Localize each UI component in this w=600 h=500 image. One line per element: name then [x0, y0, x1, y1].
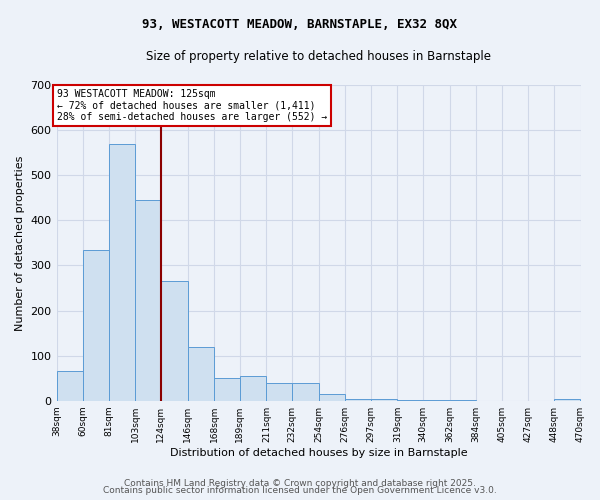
- Bar: [319, 394, 345, 400]
- Bar: [161, 281, 188, 400]
- Title: Size of property relative to detached houses in Barnstaple: Size of property relative to detached ho…: [146, 50, 491, 63]
- Y-axis label: Number of detached properties: Number of detached properties: [15, 155, 25, 330]
- Bar: [239, 376, 266, 400]
- Bar: [266, 382, 292, 400]
- Bar: [56, 372, 83, 400]
- Bar: [188, 346, 214, 401]
- Bar: [214, 378, 239, 400]
- X-axis label: Distribution of detached houses by size in Barnstaple: Distribution of detached houses by size …: [170, 448, 467, 458]
- Text: 93, WESTACOTT MEADOW, BARNSTAPLE, EX32 8QX: 93, WESTACOTT MEADOW, BARNSTAPLE, EX32 8…: [143, 18, 458, 30]
- Text: 93 WESTACOTT MEADOW: 125sqm
← 72% of detached houses are smaller (1,411)
28% of : 93 WESTACOTT MEADOW: 125sqm ← 72% of det…: [57, 88, 328, 122]
- Bar: [136, 200, 161, 400]
- Bar: [292, 382, 319, 400]
- Text: Contains HM Land Registry data © Crown copyright and database right 2025.: Contains HM Land Registry data © Crown c…: [124, 478, 476, 488]
- Text: Contains public sector information licensed under the Open Government Licence v3: Contains public sector information licen…: [103, 486, 497, 495]
- Bar: [109, 144, 136, 400]
- Bar: [83, 250, 109, 400]
